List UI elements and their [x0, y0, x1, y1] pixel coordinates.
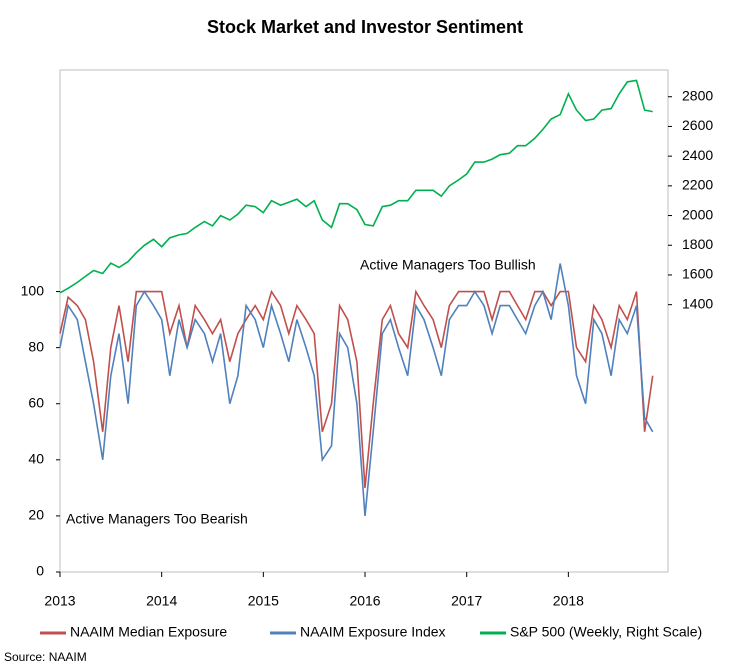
y-tick-label: 20 [28, 507, 44, 523]
legend-label: S&P 500 (Weekly, Right Scale) [510, 624, 702, 640]
y-tick-label: 60 [28, 394, 44, 410]
plot-frame [59, 69, 669, 573]
y2-tick-label: 1400 [682, 295, 713, 311]
chart-title: Stock Market and Investor Sentiment [207, 17, 523, 37]
source: Source: NAAIM [4, 650, 87, 664]
y2-tick-label: 2400 [682, 147, 713, 163]
legend-label: NAAIM Exposure Index [300, 624, 446, 640]
y-tick-label: 100 [21, 282, 45, 298]
series-line [59, 289, 654, 488]
y-tick-label: 40 [28, 451, 44, 467]
y2-tick-label: 2600 [682, 117, 713, 133]
y2-tick-label: 1800 [682, 236, 713, 252]
y2-tick-label: 2200 [682, 177, 713, 193]
y-tick-label: 80 [28, 338, 44, 354]
x-tick-label: 2018 [553, 593, 584, 609]
y-tick-label: 0 [36, 563, 44, 579]
series-line [59, 79, 653, 294]
x-tick-label: 2016 [349, 593, 380, 609]
legend-label: NAAIM Median Exposure [70, 624, 227, 640]
x-tick-label: 2013 [44, 593, 75, 609]
annotation: Active Managers Too Bearish [66, 511, 248, 527]
annotation: Active Managers Too Bullish [360, 257, 536, 273]
x-tick-label: 2015 [248, 593, 279, 609]
x-tick-label: 2014 [146, 593, 177, 609]
y2-tick-label: 1600 [682, 266, 713, 282]
y2-tick-label: 2000 [682, 206, 713, 222]
series-line [59, 263, 654, 516]
x-tick-label: 2017 [451, 593, 482, 609]
y2-tick-label: 2800 [682, 87, 713, 103]
